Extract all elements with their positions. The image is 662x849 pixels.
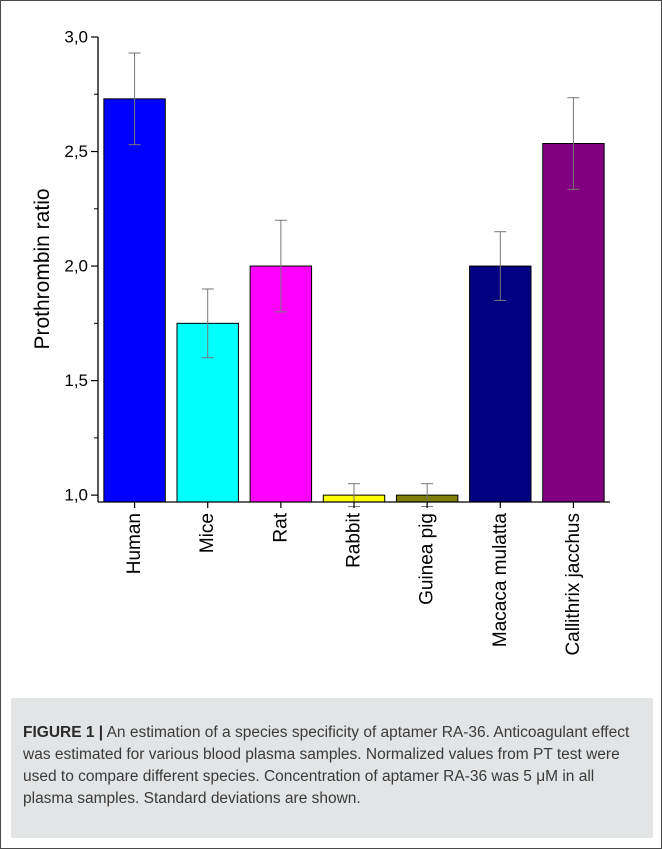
caption-box (11, 698, 653, 838)
caption-label: FIGURE 1 | (23, 724, 104, 741)
x-labels-group: Human Mice Rat Rabbit Guinea pig Macaca mulat… (124, 502, 584, 656)
x-tick-label: Macaca mulatta (490, 513, 511, 648)
y-tick-label: 2,0 (64, 257, 88, 276)
bar-macaca-mulatta (469, 265, 532, 503)
bars-group (103, 98, 605, 503)
y-tick-label: 2,5 (64, 142, 88, 161)
y-tick-label: 1,0 (64, 486, 88, 505)
bar-human (103, 98, 166, 503)
y-axis-title: Prothrombin ratio (31, 188, 54, 349)
y-ticks-group: 1,0 1,5 2,0 2,5 3,0 (64, 28, 98, 505)
axes-group (97, 37, 610, 503)
bar-callithrix-jacchus (542, 143, 605, 503)
x-tick-label: Human (124, 513, 145, 574)
caption-body: An estimation of a species specificity o… (23, 724, 630, 807)
x-tick-label: Rat (270, 512, 291, 542)
x-tick-label: Guinea pig (417, 513, 438, 605)
x-tick-label: Mice (197, 513, 218, 553)
y-tick-label: 1,5 (64, 371, 88, 390)
bar-chart: 1,0 1,5 2,0 2,5 3,0 Human Mice Rat Rabbit Guinea… (31, 28, 610, 656)
y-tick-label: 3,0 (64, 28, 88, 47)
figure-caption: FIGURE 1 | An estimation of a species sp… (23, 722, 648, 810)
x-tick-label: Callithrix jacchus (563, 513, 584, 656)
x-tick-label: Rabbit (344, 512, 365, 568)
